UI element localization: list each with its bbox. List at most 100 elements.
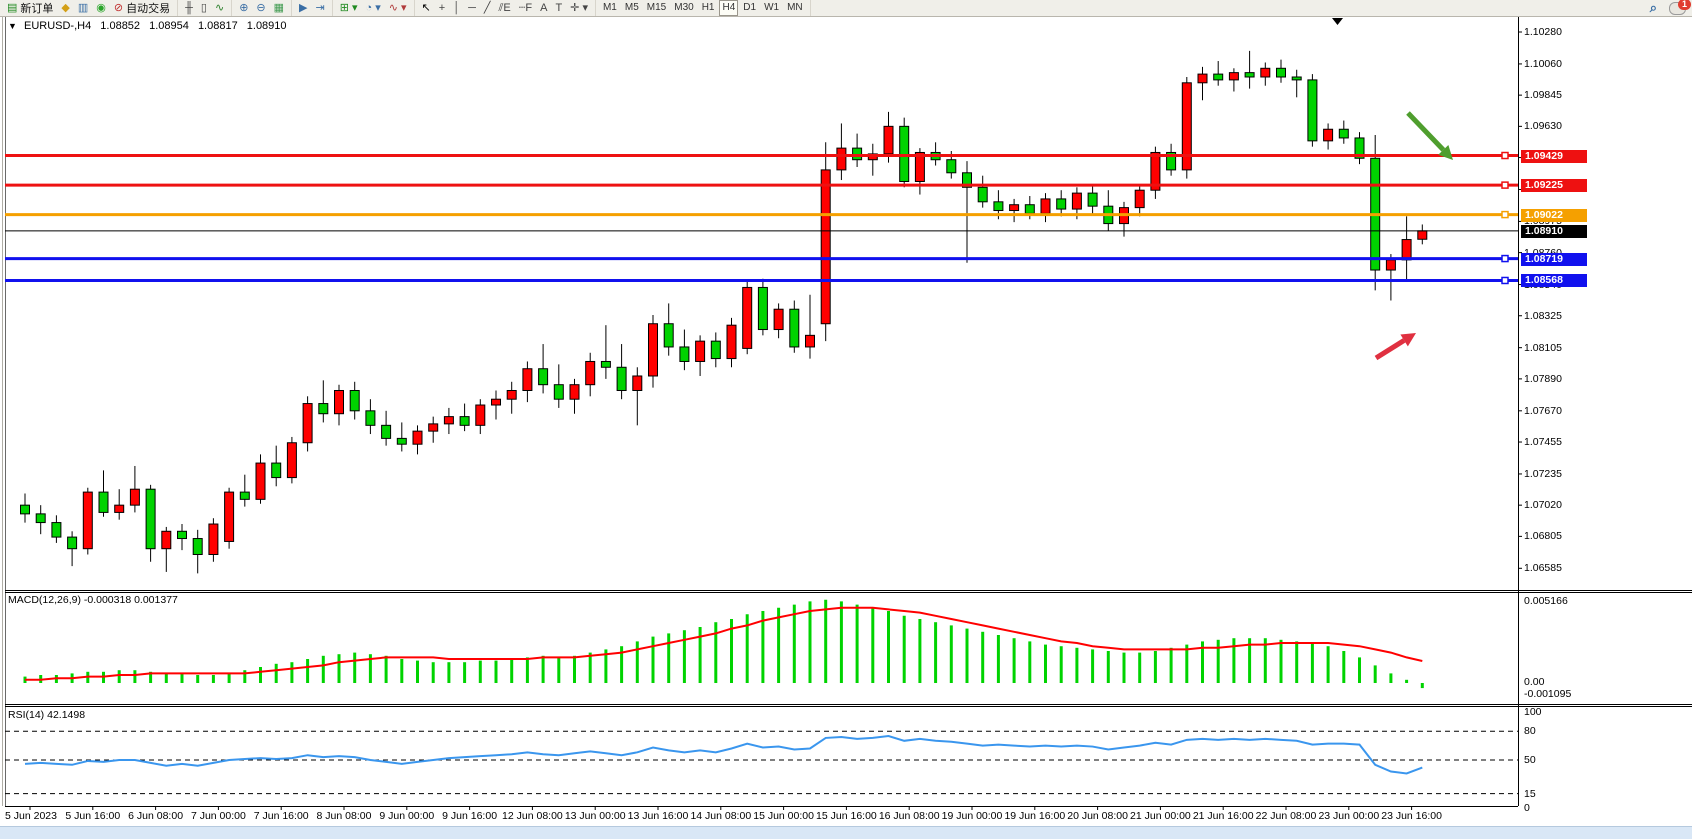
time-axis-label: 5 Jun 2023 bbox=[5, 810, 57, 822]
zoom-out-button[interactable]: ⊖ bbox=[253, 0, 268, 16]
price-level-tag-support-2[interactable]: 1.08568 bbox=[1521, 274, 1587, 288]
timeframe-h1-button[interactable]: H1 bbox=[699, 0, 718, 16]
periods-clock-dropdown-icon: ◔ ▾ bbox=[365, 2, 381, 14]
fibonacci-tool[interactable]: ┄F bbox=[516, 0, 535, 16]
timeframe-m1-label: M1 bbox=[602, 2, 617, 13]
zoom-in-button[interactable]: ⊕ bbox=[236, 0, 251, 16]
indicators-dropdown[interactable]: ∿ ▾ bbox=[386, 0, 410, 16]
candle-body bbox=[365, 410, 376, 426]
candle-body bbox=[726, 324, 737, 360]
price-tick-label: 1.07890 bbox=[1524, 372, 1562, 385]
toolbar-groups: ▤ 新订单 ◆ ▥ ◉ ⊘ 自动交易 ╫ ▯ ∿ ⊕ ⊖ ▦ ▶ ⇥ ⊞ ▾ ◔ ▾ ∿ ▾ ↖ + │ ─ ╱ ⫽E ┄F A T… bbox=[0, 0, 596, 16]
annotation-shaft-green-down-arrow[interactable] bbox=[1406, 111, 1446, 152]
arrows-tool[interactable]: ✛ ▾ bbox=[567, 0, 591, 16]
candle-body bbox=[271, 462, 282, 479]
candle-body bbox=[443, 416, 454, 425]
candle-body bbox=[993, 201, 1004, 212]
candle-body bbox=[51, 522, 62, 538]
auto-trading-button[interactable]: ⊘ 自动交易 bbox=[111, 0, 173, 16]
chart-shift-button[interactable]: ⇥ bbox=[313, 0, 328, 16]
trendline-tool[interactable]: ╱ bbox=[481, 0, 494, 16]
annotation-shaft-red-up-arrow[interactable] bbox=[1374, 338, 1406, 361]
rsi-label: RSI(14) 42.1498 bbox=[8, 709, 86, 721]
styles-bucket-icon[interactable]: ◆ bbox=[58, 0, 72, 16]
new-order-button-label: 新订单 bbox=[20, 3, 54, 15]
rsi-axis-label: 0 bbox=[1524, 802, 1530, 814]
price-tick-label: 1.06805 bbox=[1524, 530, 1562, 543]
toolbar-group-zoom: ⊕ ⊖ ▦ bbox=[232, 0, 293, 16]
search-button[interactable]: ⌕ bbox=[1649, 0, 1657, 15]
candlestick-chart-button[interactable]: ▯ bbox=[198, 0, 210, 16]
new-order-button[interactable]: ▤ 新订单 bbox=[4, 0, 56, 16]
signals-icon[interactable]: ◉ bbox=[93, 0, 109, 16]
timeframe-m5-label: M5 bbox=[624, 2, 639, 13]
periods-clock-dropdown[interactable]: ◔ ▾ bbox=[363, 0, 384, 16]
rsi-line bbox=[24, 734, 1423, 775]
toolbar-group-new-objects: ⊞ ▾ ◔ ▾ ∿ ▾ bbox=[333, 0, 415, 16]
toolbar-group-chart-types: ╫ ▯ ∿ bbox=[178, 0, 233, 16]
price-level-tag-resistance-2[interactable]: 1.09225 bbox=[1521, 179, 1587, 193]
toolbar-group-scroll: ▶ ⇥ bbox=[292, 0, 333, 16]
auto-scroll-button[interactable]: ▶ bbox=[296, 0, 310, 16]
bar-chart-button-icon: ╫ bbox=[185, 2, 193, 14]
timeframe-w1-button[interactable]: W1 bbox=[761, 0, 782, 16]
price-tick-label: 1.09845 bbox=[1524, 89, 1562, 102]
candle-body bbox=[349, 389, 360, 412]
price-tick-label: 1.08325 bbox=[1524, 309, 1562, 322]
time-axis-label: 19 Jun 16:00 bbox=[1004, 810, 1066, 822]
time-axis-label: 21 Jun 16:00 bbox=[1192, 810, 1254, 822]
candle-body bbox=[820, 169, 831, 325]
price-level-tag-pivot-orange[interactable]: 1.09022 bbox=[1521, 208, 1587, 222]
crosshair-tool[interactable]: + bbox=[436, 0, 448, 16]
timeframe-m30-button[interactable]: M30 bbox=[671, 0, 696, 16]
candle-body bbox=[710, 340, 721, 360]
tile-windows-button[interactable]: ▦ bbox=[271, 0, 287, 16]
text-label-tool[interactable]: T bbox=[552, 0, 565, 16]
candle-body bbox=[1150, 151, 1161, 191]
text-tool[interactable]: A bbox=[537, 0, 550, 16]
bar-chart-button[interactable]: ╫ bbox=[182, 0, 196, 16]
chat-icon[interactable]: 1 bbox=[1669, 0, 1691, 15]
price-level-tag-resistance-1[interactable]: 1.09429 bbox=[1521, 149, 1587, 163]
candle-body bbox=[82, 491, 93, 550]
candle-body bbox=[1354, 137, 1365, 159]
candle-body bbox=[35, 513, 46, 524]
zoom-out-button-icon: ⊖ bbox=[256, 2, 266, 14]
one-click-trading-arrow[interactable]: ▼ bbox=[8, 21, 17, 31]
timeframe-toolbar: M1 M5 M15 M30 H1 H4 D1 W1 MN bbox=[596, 0, 811, 16]
candle-body bbox=[1181, 82, 1192, 171]
text-tool-icon: A bbox=[540, 2, 548, 14]
timeframe-m1-button[interactable]: M1 bbox=[600, 0, 620, 16]
candle-body bbox=[1228, 72, 1239, 81]
timeframe-m15-label: M15 bbox=[646, 2, 667, 13]
timeframe-m5-button[interactable]: M5 bbox=[622, 0, 642, 16]
timeframe-h4-button[interactable]: H4 bbox=[719, 0, 739, 16]
candle-body bbox=[428, 423, 439, 432]
horizontal-line-tool[interactable]: ─ bbox=[465, 0, 479, 16]
timeframe-mn-button[interactable]: MN bbox=[784, 0, 806, 16]
chart-background bbox=[0, 16, 1692, 839]
red-up-arrow[interactable] bbox=[1400, 333, 1416, 347]
vertical-line-tool[interactable]: │ bbox=[450, 0, 463, 16]
candle-body bbox=[239, 491, 250, 500]
candle-body bbox=[459, 416, 470, 426]
green-down-arrow[interactable] bbox=[1438, 145, 1453, 160]
ohlc-open: 1.08852 bbox=[100, 20, 141, 32]
indicators-dropdown-icon: ∿ ▾ bbox=[388, 2, 407, 14]
chart-window-icon[interactable]: ▥ bbox=[75, 0, 91, 16]
price-level-tag-support-1[interactable]: 1.08719 bbox=[1521, 252, 1587, 266]
timeframe-m15-button[interactable]: M15 bbox=[644, 0, 669, 16]
price-level-tag-current-price[interactable]: 1.08910 bbox=[1521, 224, 1587, 238]
equidistant-channel-tool[interactable]: ⫽E bbox=[496, 0, 514, 16]
cursor-tool[interactable]: ↖ bbox=[419, 0, 434, 16]
new-chart-dropdown[interactable]: ⊞ ▾ bbox=[337, 0, 361, 16]
macd-signal-line bbox=[25, 606, 1423, 681]
timeframe-d1-button[interactable]: D1 bbox=[740, 0, 759, 16]
candle-body bbox=[695, 340, 706, 362]
candle-body bbox=[883, 125, 894, 155]
chart-shift-marker[interactable] bbox=[1332, 18, 1343, 25]
candle-body bbox=[836, 147, 847, 171]
line-chart-button[interactable]: ∿ bbox=[212, 0, 227, 16]
price-tick-label: 1.08105 bbox=[1524, 341, 1562, 354]
chart-canvas[interactable] bbox=[0, 16, 1692, 839]
